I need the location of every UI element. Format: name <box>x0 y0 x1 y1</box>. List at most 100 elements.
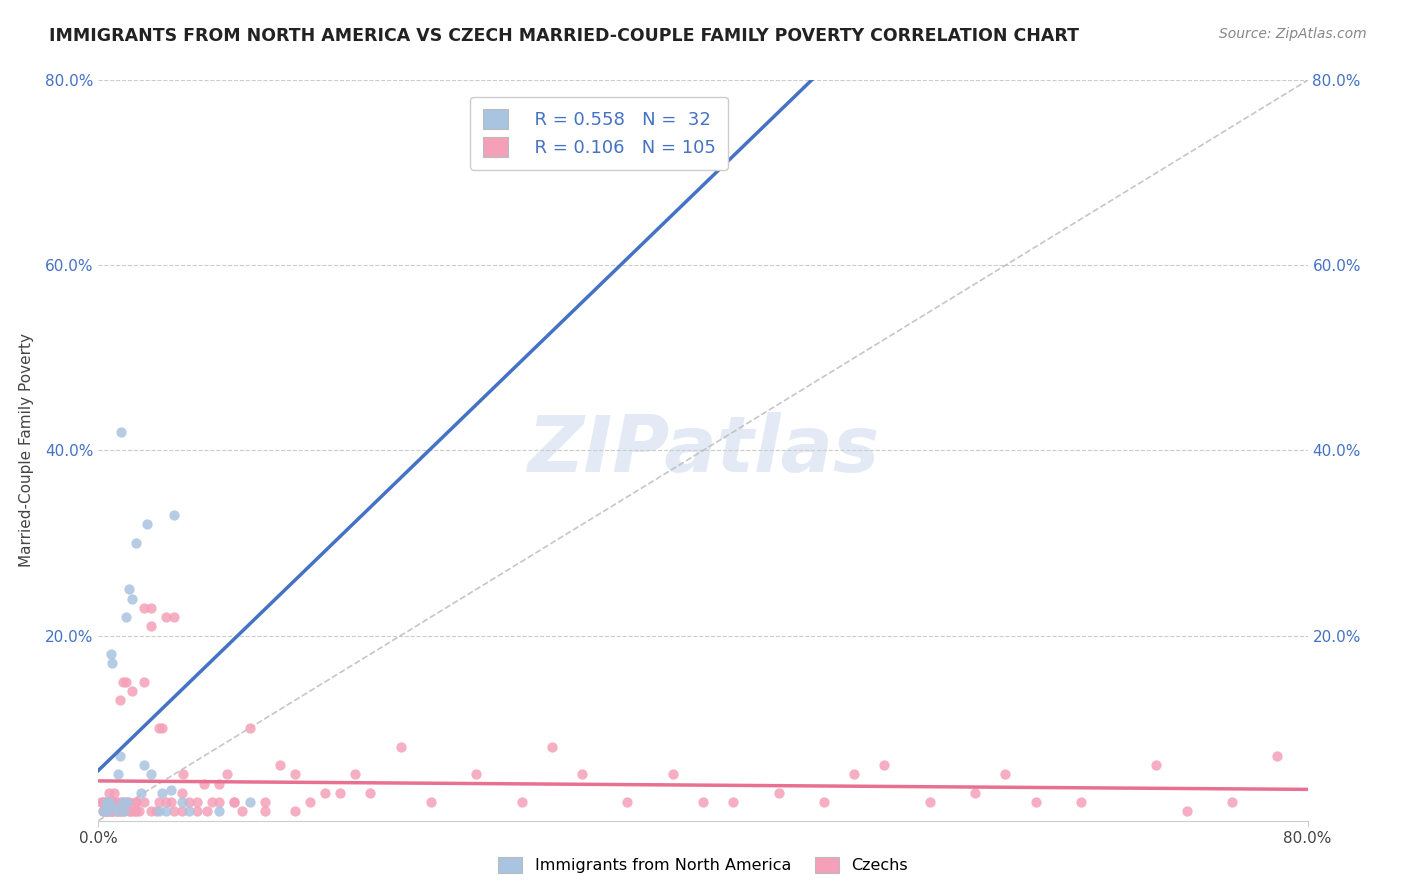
Point <box>224 795 246 809</box>
Point <box>111 674 134 689</box>
Point <box>111 795 134 809</box>
Point <box>132 674 155 689</box>
Point <box>1267 748 1289 763</box>
Point <box>813 795 835 809</box>
Point <box>239 795 262 809</box>
Point <box>103 786 125 800</box>
Point <box>208 795 231 809</box>
Point <box>100 647 122 661</box>
Point <box>160 795 183 809</box>
Point <box>90 795 112 809</box>
Point <box>193 776 215 791</box>
Point <box>571 767 593 781</box>
Point <box>108 748 131 763</box>
Point <box>844 767 866 781</box>
Point <box>661 767 683 781</box>
Point <box>231 805 253 819</box>
Point <box>121 805 143 819</box>
Point <box>918 795 941 809</box>
Point <box>150 786 173 800</box>
Point <box>94 795 117 809</box>
Point <box>114 674 136 689</box>
Point <box>128 805 150 819</box>
Point <box>329 786 352 800</box>
Legend:   R = 0.558   N =  32,   R = 0.106   N = 105: R = 0.558 N = 32, R = 0.106 N = 105 <box>470 96 728 169</box>
Point <box>96 805 118 819</box>
Point <box>129 786 152 800</box>
Point <box>98 805 121 819</box>
Point <box>107 767 129 781</box>
Point <box>145 805 167 819</box>
Point <box>155 805 177 819</box>
Point <box>100 805 122 819</box>
Point <box>125 795 148 809</box>
Point <box>186 795 208 809</box>
Point <box>141 805 163 819</box>
Point <box>1024 795 1046 809</box>
Point <box>148 721 170 735</box>
Point <box>195 805 218 819</box>
Point <box>1144 758 1167 772</box>
Point <box>179 805 201 819</box>
Text: ZIPatlas: ZIPatlas <box>527 412 879 489</box>
Point <box>105 805 128 819</box>
Point <box>100 795 122 809</box>
Point <box>103 799 125 814</box>
Point <box>101 805 124 819</box>
Point <box>616 147 638 161</box>
Point <box>98 795 121 809</box>
Point <box>172 767 194 781</box>
Point <box>155 795 177 809</box>
Point <box>125 805 148 819</box>
Point <box>994 767 1017 781</box>
Point <box>170 805 193 819</box>
Point <box>179 795 201 809</box>
Point <box>284 767 307 781</box>
Point <box>465 767 488 781</box>
Point <box>96 805 118 819</box>
Point <box>420 795 443 809</box>
Point <box>101 805 124 819</box>
Point <box>284 805 307 819</box>
Point <box>107 805 129 819</box>
Point <box>692 795 714 809</box>
Point <box>208 805 231 819</box>
Point <box>91 795 114 809</box>
Point <box>110 805 132 819</box>
Point <box>170 786 193 800</box>
Point <box>150 721 173 735</box>
Point <box>118 582 141 597</box>
Point <box>141 767 163 781</box>
Point <box>110 795 132 809</box>
Point <box>616 795 638 809</box>
Point <box>389 739 412 754</box>
Point <box>208 776 231 791</box>
Point <box>118 805 141 819</box>
Point <box>360 786 382 800</box>
Point <box>1070 795 1092 809</box>
Point <box>103 795 125 809</box>
Point <box>239 721 262 735</box>
Point <box>215 767 238 781</box>
Text: IMMIGRANTS FROM NORTH AMERICA VS CZECH MARRIED-COUPLE FAMILY POVERTY CORRELATION: IMMIGRANTS FROM NORTH AMERICA VS CZECH M… <box>49 27 1080 45</box>
Point <box>135 517 157 532</box>
Point <box>768 786 790 800</box>
Point <box>344 767 367 781</box>
Point <box>94 795 117 809</box>
Point <box>253 795 276 809</box>
Point <box>253 805 276 819</box>
Point <box>873 758 896 772</box>
Point <box>103 805 125 819</box>
Point <box>132 600 155 615</box>
Point <box>110 425 132 439</box>
Y-axis label: Married-Couple Family Poverty: Married-Couple Family Poverty <box>18 334 34 567</box>
Point <box>723 795 745 809</box>
Point <box>91 805 114 819</box>
Point <box>111 795 134 809</box>
Point <box>510 795 533 809</box>
Point <box>163 805 186 819</box>
Point <box>96 795 118 809</box>
Point <box>125 795 148 809</box>
Text: Source: ZipAtlas.com: Source: ZipAtlas.com <box>1219 27 1367 41</box>
Point <box>105 795 128 809</box>
